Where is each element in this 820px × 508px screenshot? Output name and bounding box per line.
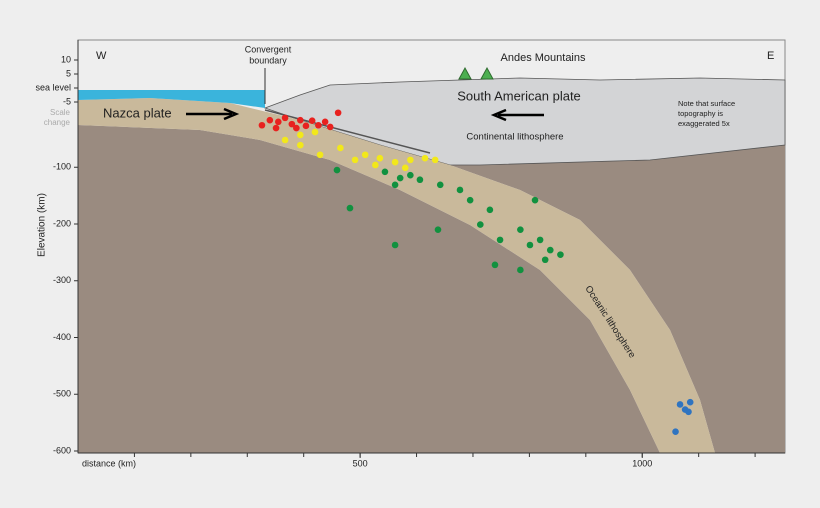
earthquake <box>346 204 354 212</box>
earthquake <box>477 221 484 228</box>
earthquake <box>416 176 424 184</box>
scale-change: change <box>44 118 71 127</box>
earthquake <box>302 122 310 130</box>
note: exaggerated 5x <box>678 119 730 128</box>
scale-change: Scale <box>50 108 71 117</box>
earthquake <box>517 226 524 233</box>
earthquake <box>546 246 554 254</box>
earthquake <box>456 186 464 194</box>
earthquake <box>434 226 442 233</box>
earthquake <box>326 123 334 131</box>
earthquake <box>486 206 494 214</box>
note: topography is <box>678 109 723 118</box>
earthquake <box>517 266 524 274</box>
y-tick-label: -300 <box>53 275 71 285</box>
y-tick-label: 5 <box>66 68 71 78</box>
convergent: boundary <box>249 55 287 65</box>
earthquake <box>376 154 384 162</box>
y-tick-label: sea level <box>35 82 71 92</box>
earthquake <box>311 128 319 136</box>
earthquake <box>466 196 474 204</box>
mantle <box>78 125 660 453</box>
arrow <box>490 108 544 122</box>
convergent: Convergent <box>245 44 292 54</box>
earthquake <box>421 154 429 162</box>
earthquake <box>407 171 414 179</box>
oceanic-slab <box>78 98 715 453</box>
earthquake <box>541 256 549 264</box>
y-axis-label: Elevation (km) <box>37 193 48 257</box>
volcano <box>480 66 494 80</box>
earthquake <box>536 236 544 244</box>
earthquake <box>401 164 409 172</box>
earthquake <box>297 141 304 149</box>
earthquake <box>272 124 280 132</box>
earthquake <box>496 236 504 244</box>
earthquake <box>281 136 289 144</box>
earthquake <box>266 116 274 124</box>
mantle <box>450 145 785 453</box>
earthquake <box>407 156 414 164</box>
earthquake <box>531 196 539 204</box>
earthquake <box>436 181 444 189</box>
earthquake <box>557 251 564 258</box>
earthquake <box>676 401 684 408</box>
earthquake <box>431 156 439 164</box>
sa-label: South American plate <box>457 88 581 103</box>
earthquake <box>351 156 359 164</box>
east: E <box>767 50 774 62</box>
x-tick-label: 1000 <box>632 458 652 468</box>
earthquake <box>526 241 534 249</box>
earthquake <box>686 398 694 406</box>
earthquake <box>672 428 679 436</box>
earthquake <box>391 241 399 249</box>
earthquake <box>372 161 379 169</box>
plate-boundary <box>264 109 431 154</box>
earthquake <box>685 408 692 416</box>
mountains: Andes Mountains <box>501 52 586 64</box>
earthquake <box>333 166 341 174</box>
earthquake <box>258 121 266 129</box>
earthquake <box>275 118 282 126</box>
earthquake <box>381 168 389 176</box>
earthquake <box>391 158 399 166</box>
ocean <box>78 90 265 108</box>
earthquake <box>288 120 296 128</box>
y-tick-label: -100 <box>53 162 71 172</box>
y-tick-label: 10 <box>61 54 71 64</box>
earthquake <box>396 174 404 182</box>
earthquake <box>491 261 499 269</box>
earthquake <box>297 116 304 124</box>
earthquake <box>321 118 329 126</box>
earthquake <box>297 131 304 139</box>
earthquake <box>334 109 342 117</box>
nazca-label: Nazca plate <box>103 105 172 120</box>
earthquake <box>361 151 369 159</box>
y-tick-label: -500 <box>53 389 71 399</box>
earthquake <box>281 114 289 122</box>
x-tick-label: 500 <box>353 458 368 468</box>
earthquake <box>337 144 344 152</box>
earthquake <box>293 124 300 132</box>
y-tick-label: -200 <box>53 218 71 228</box>
note: Note that surface <box>678 99 735 108</box>
earthquake <box>391 181 399 189</box>
arrow <box>186 107 240 121</box>
y-tick-label: -600 <box>53 445 71 455</box>
x-axis-label: distance (km) <box>82 458 136 468</box>
volcano <box>458 66 472 80</box>
west: W <box>96 50 107 62</box>
earthquake <box>308 117 316 125</box>
y-tick-label: -400 <box>53 332 71 342</box>
earthquake <box>315 121 322 129</box>
continental-label: Continental lithosphere <box>466 132 563 143</box>
earthquake <box>316 151 324 159</box>
y-tick-label: -5 <box>63 96 71 106</box>
